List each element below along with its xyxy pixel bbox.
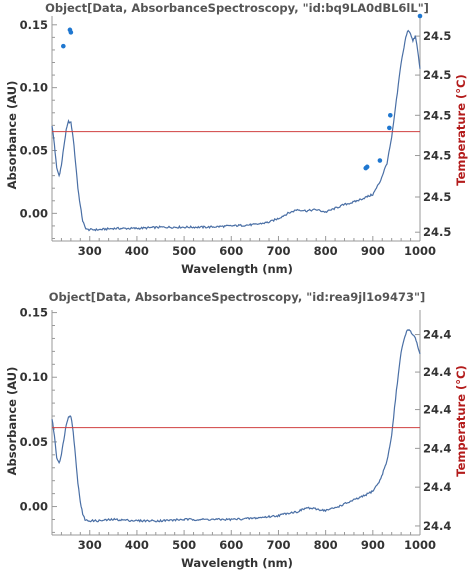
- chart-2-plot-area: 300 400 500 600 700 800 900 1000 0.00 0.05 0.10 0.1…: [20, 306, 452, 552]
- chart-1-x-tick-label: 900: [361, 244, 385, 258]
- chart-2-absorbance-line: [51, 328, 421, 523]
- chart-1-y2-tick-label: 24.5: [423, 68, 451, 82]
- chart-2-x-tick-label: 500: [172, 538, 196, 552]
- chart-1-x-axis-label: Wavelength (nm): [181, 262, 293, 276]
- chart-1-temperature-point: [387, 125, 392, 131]
- chart-2-title: Object[Data, AbsorbanceSpectroscopy, "id…: [49, 290, 426, 304]
- chart-2-x-axis-label: Wavelength (nm): [181, 556, 293, 570]
- chart-2-y2-tick-label: 24.4: [423, 441, 451, 455]
- chart-1-temperature-point: [364, 164, 370, 170]
- chart-2-y-tick-label: 0.05: [20, 435, 48, 449]
- chart-1-temperature-point: [377, 158, 383, 163]
- chart-1-y2-axis-label: Temperature (°C): [454, 74, 468, 185]
- chart-1-x-tick-label: 300: [78, 244, 102, 258]
- chart-1-x-tick-label: 600: [219, 244, 243, 258]
- chart-2-x-tick-label: 700: [266, 538, 290, 552]
- chart-2: Object[Data, AbsorbanceSpectroscopy, "id…: [5, 290, 468, 570]
- chart-2-x-tick-label: 300: [78, 538, 102, 552]
- chart-2-y2-tick-label: 24.4: [423, 328, 451, 342]
- chart-1-absorbance-line: [51, 29, 421, 232]
- chart-1-x-tick-label: 400: [125, 244, 149, 258]
- chart-2-y-tick-label: 0.15: [20, 306, 48, 320]
- chart-2-x-tick-label: 600: [219, 538, 243, 552]
- chart-1-plot-area: 300 400 500 600 700 800 900 1000 0.00 0.05 0.10 0.1…: [20, 13, 451, 258]
- chart-1-temperature-point: [68, 30, 74, 35]
- chart-1-y2-tick-label: 24.5: [423, 225, 451, 239]
- chart-2-y2-tick-label: 24.4: [423, 403, 451, 417]
- chart-1-y2-tick-label: 24.5: [423, 108, 451, 122]
- chart-2-x-tick-label: 1000: [404, 538, 436, 552]
- chart-1-temperature-point: [387, 113, 393, 118]
- chart-1-y-tick-label: 0.15: [20, 18, 48, 32]
- chart-2-y2-tick-label: 24.4: [423, 365, 451, 379]
- chart-2-x-tick-label: 400: [125, 538, 149, 552]
- chart-1-y2-tick-label: 24.5: [423, 29, 451, 43]
- chart-1-temperature-point: [61, 43, 66, 49]
- chart-1-title: Object[Data, AbsorbanceSpectroscopy, "id…: [45, 1, 429, 15]
- chart-1-x-tick-label: 800: [314, 244, 338, 258]
- chart-2-x-tick-label: 900: [361, 538, 385, 552]
- chart-2-x-tick-label: 800: [314, 538, 338, 552]
- chart-1: Object[Data, AbsorbanceSpectroscopy, "id…: [5, 1, 468, 276]
- chart-1-x-tick-label: 1000: [404, 244, 436, 258]
- chart-2-y-axis-label: Absorbance (AU): [5, 367, 19, 476]
- chart-1-y-tick-label: 0.00: [20, 206, 48, 220]
- chart-1-y2-tick-label: 24.5: [423, 190, 451, 204]
- chart-1-x-tick-label: 500: [172, 244, 196, 258]
- chart-1-x-tick-label: 700: [266, 244, 290, 258]
- chart-1-y-tick-label: 0.05: [20, 143, 48, 157]
- chart-2-y2-tick-label: 24.4: [423, 519, 451, 533]
- chart-2-y2-tick-label: 24.4: [423, 480, 451, 494]
- chart-2-y-tick-label: 0.10: [20, 370, 48, 384]
- chart-1-y-axis-label: Absorbance (AU): [5, 81, 19, 190]
- chart-2-y-tick-label: 0.00: [20, 500, 48, 514]
- chart-1-y-tick-label: 0.10: [20, 81, 48, 95]
- chart-1-temperature-point: [417, 13, 423, 19]
- chart-1-y2-tick-label: 24.5: [423, 149, 451, 163]
- chart-2-y2-axis-label: Temperature (°C): [454, 365, 468, 476]
